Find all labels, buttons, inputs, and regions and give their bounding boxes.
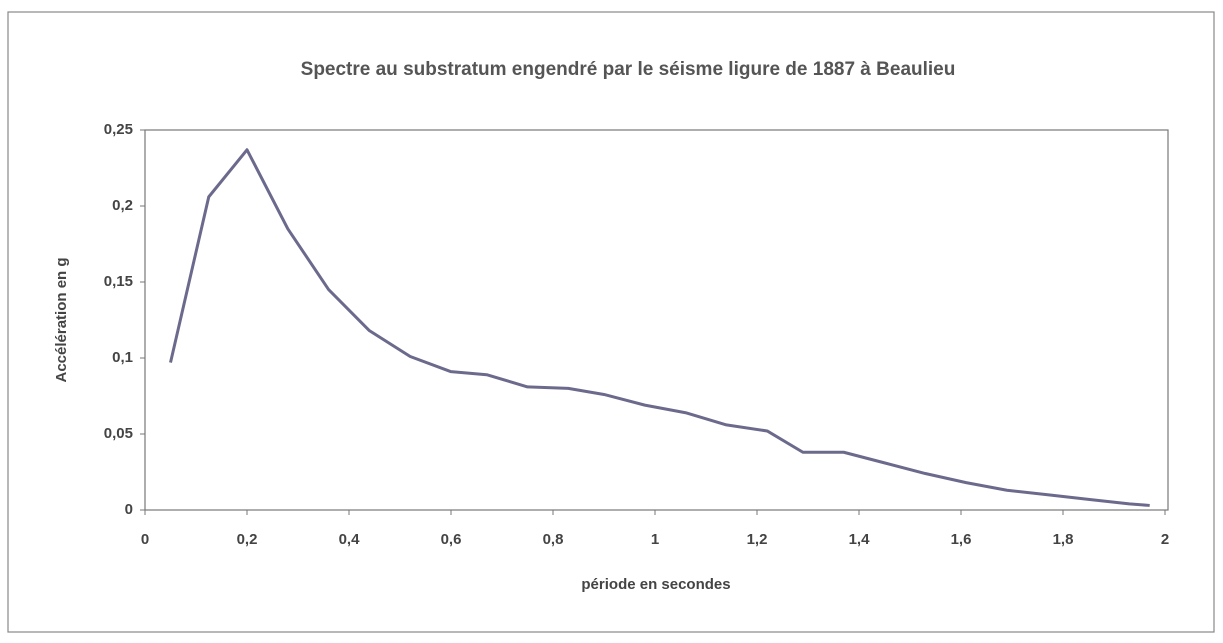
y-tick-label: 0,2: [112, 197, 133, 214]
x-tick-label: 1,8: [1053, 531, 1074, 548]
y-axis-label: Accélération en g: [53, 257, 70, 382]
x-tick-label: 0,8: [543, 531, 564, 548]
x-tick-label: 0,4: [339, 531, 361, 548]
x-tick-label: 1,2: [747, 531, 768, 548]
y-tick-label: 0,15: [104, 273, 133, 290]
x-axis-label: période en secondes: [581, 576, 730, 593]
x-tick-label: 0: [141, 531, 149, 548]
data-line: [169, 148, 1150, 507]
plot-area: [144, 129, 1169, 511]
y-tick-label: 0,1: [112, 349, 133, 366]
x-tick-label: 1,6: [951, 531, 972, 548]
chart-title: Spectre au substratum engendré par le sé…: [301, 59, 956, 80]
x-tick-label: 0,2: [237, 531, 258, 548]
y-tick-label: 0: [125, 501, 133, 518]
x-tick-label: 0,6: [441, 531, 462, 548]
x-tick-label: 1: [651, 531, 659, 548]
x-tick-label: 1,4: [849, 531, 871, 548]
y-tick-label: 0,25: [104, 121, 133, 138]
y-tick-label: 0,05: [104, 425, 133, 442]
x-tick-label: 2: [1161, 531, 1169, 548]
frame: [7, 11, 1215, 633]
